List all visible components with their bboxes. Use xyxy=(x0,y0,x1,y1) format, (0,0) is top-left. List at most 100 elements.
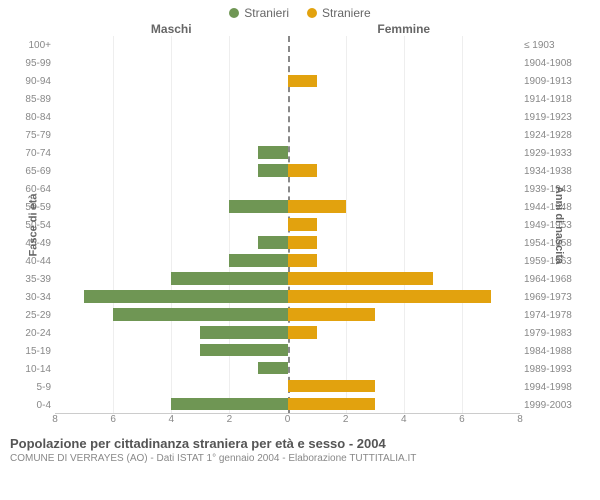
age-tick: 0-4 xyxy=(37,396,51,414)
female-bar xyxy=(288,218,317,231)
male-bar xyxy=(200,344,287,357)
birth-tick: 1979-1983 xyxy=(524,324,572,342)
female-bar xyxy=(288,290,491,303)
female-bar xyxy=(288,398,375,411)
male-swatch xyxy=(229,8,239,18)
bar-row xyxy=(55,162,520,180)
bar-row xyxy=(55,72,520,90)
birth-tick: 1999-2003 xyxy=(524,396,572,414)
x-tick: 2 xyxy=(227,414,233,425)
legend-male: Stranieri xyxy=(229,6,289,20)
footer: Popolazione per cittadinanza straniera p… xyxy=(0,430,600,464)
header-female: Femmine xyxy=(288,22,521,36)
bar-row xyxy=(55,377,520,395)
birth-tick: 1924-1928 xyxy=(524,126,572,144)
x-tick: 8 xyxy=(517,414,523,425)
x-tick: 2 xyxy=(343,414,349,425)
male-bar xyxy=(258,164,287,177)
chart-subtitle: COMUNE DI VERRAYES (AO) - Dati ISTAT 1° … xyxy=(10,453,590,464)
legend-male-label: Stranieri xyxy=(244,6,289,20)
male-bar xyxy=(171,272,287,285)
bar-row xyxy=(55,287,520,305)
female-bar xyxy=(288,254,317,267)
female-bar xyxy=(288,326,317,339)
bar-row xyxy=(55,233,520,251)
female-bar xyxy=(288,75,317,88)
age-tick: 15-19 xyxy=(25,342,51,360)
female-bar xyxy=(288,380,375,393)
female-bar xyxy=(288,164,317,177)
x-tick: 6 xyxy=(110,414,116,425)
legend-female-label: Straniere xyxy=(322,6,371,20)
age-tick: 100+ xyxy=(28,36,51,54)
birth-tick: 1969-1973 xyxy=(524,288,572,306)
male-bar xyxy=(258,362,287,375)
age-tick: 30-34 xyxy=(25,288,51,306)
bar-row xyxy=(55,54,520,72)
legend: Stranieri Straniere xyxy=(0,0,600,22)
legend-female: Straniere xyxy=(307,6,371,20)
birth-tick: 1919-1923 xyxy=(524,108,572,126)
birth-tick: 1904-1908 xyxy=(524,54,572,72)
male-bar xyxy=(171,398,287,411)
birth-tick: 1934-1938 xyxy=(524,162,572,180)
birth-tick: 1964-1968 xyxy=(524,270,572,288)
y-axis-right: ≤ 19031904-19081909-19131914-19181919-19… xyxy=(520,36,600,414)
birth-tick: 1909-1913 xyxy=(524,72,572,90)
plot-area xyxy=(55,36,520,414)
y-axis-left: Fasce di età 100+95-9990-9485-8980-8475-… xyxy=(0,36,55,414)
chart: Fasce di età 100+95-9990-9485-8980-8475-… xyxy=(0,36,600,414)
birth-tick: ≤ 1903 xyxy=(524,36,555,54)
x-axis: 8 6 4 2 0 2 4 6 8 xyxy=(0,414,600,430)
male-bar xyxy=(258,146,287,159)
y-axis-left-label: Fasce di età xyxy=(27,194,39,257)
birth-tick: 1929-1933 xyxy=(524,144,572,162)
age-tick: 90-94 xyxy=(25,72,51,90)
column-headers: Maschi Femmine xyxy=(0,22,600,36)
x-tick: 8 xyxy=(52,414,58,425)
male-bar xyxy=(258,236,287,249)
birth-tick: 1994-1998 xyxy=(524,378,572,396)
bar-row xyxy=(55,90,520,108)
bar-row xyxy=(55,36,520,54)
bar-row xyxy=(55,180,520,198)
age-tick: 80-84 xyxy=(25,108,51,126)
age-tick: 20-24 xyxy=(25,324,51,342)
bar-row xyxy=(55,198,520,216)
female-bar xyxy=(288,236,317,249)
male-bar xyxy=(113,308,287,321)
bar-row xyxy=(55,251,520,269)
age-tick: 25-29 xyxy=(25,306,51,324)
header-male: Maschi xyxy=(55,22,288,36)
female-bar xyxy=(288,308,375,321)
x-tick: 6 xyxy=(459,414,465,425)
birth-tick: 1984-1988 xyxy=(524,342,572,360)
age-tick: 85-89 xyxy=(25,90,51,108)
x-tick: 4 xyxy=(168,414,174,425)
age-tick: 35-39 xyxy=(25,270,51,288)
age-tick: 5-9 xyxy=(37,378,51,396)
bar-row xyxy=(55,323,520,341)
birth-tick: 1989-1993 xyxy=(524,360,572,378)
bar-row xyxy=(55,341,520,359)
x-tick: 4 xyxy=(401,414,407,425)
male-bar xyxy=(200,326,287,339)
age-tick: 95-99 xyxy=(25,54,51,72)
bar-row xyxy=(55,108,520,126)
bar-row xyxy=(55,359,520,377)
birth-tick: 1974-1978 xyxy=(524,306,572,324)
age-tick: 10-14 xyxy=(25,360,51,378)
age-tick: 65-69 xyxy=(25,162,51,180)
bar-row xyxy=(55,269,520,287)
female-bar xyxy=(288,272,433,285)
birth-tick: 1914-1918 xyxy=(524,90,572,108)
bar-row xyxy=(55,305,520,323)
x-tick: 0 xyxy=(285,414,291,425)
bar-row xyxy=(55,395,520,413)
age-tick: 70-74 xyxy=(25,144,51,162)
chart-title: Popolazione per cittadinanza straniera p… xyxy=(10,436,590,451)
age-tick: 75-79 xyxy=(25,126,51,144)
female-bar xyxy=(288,200,346,213)
bar-row xyxy=(55,144,520,162)
bar-row xyxy=(55,126,520,144)
